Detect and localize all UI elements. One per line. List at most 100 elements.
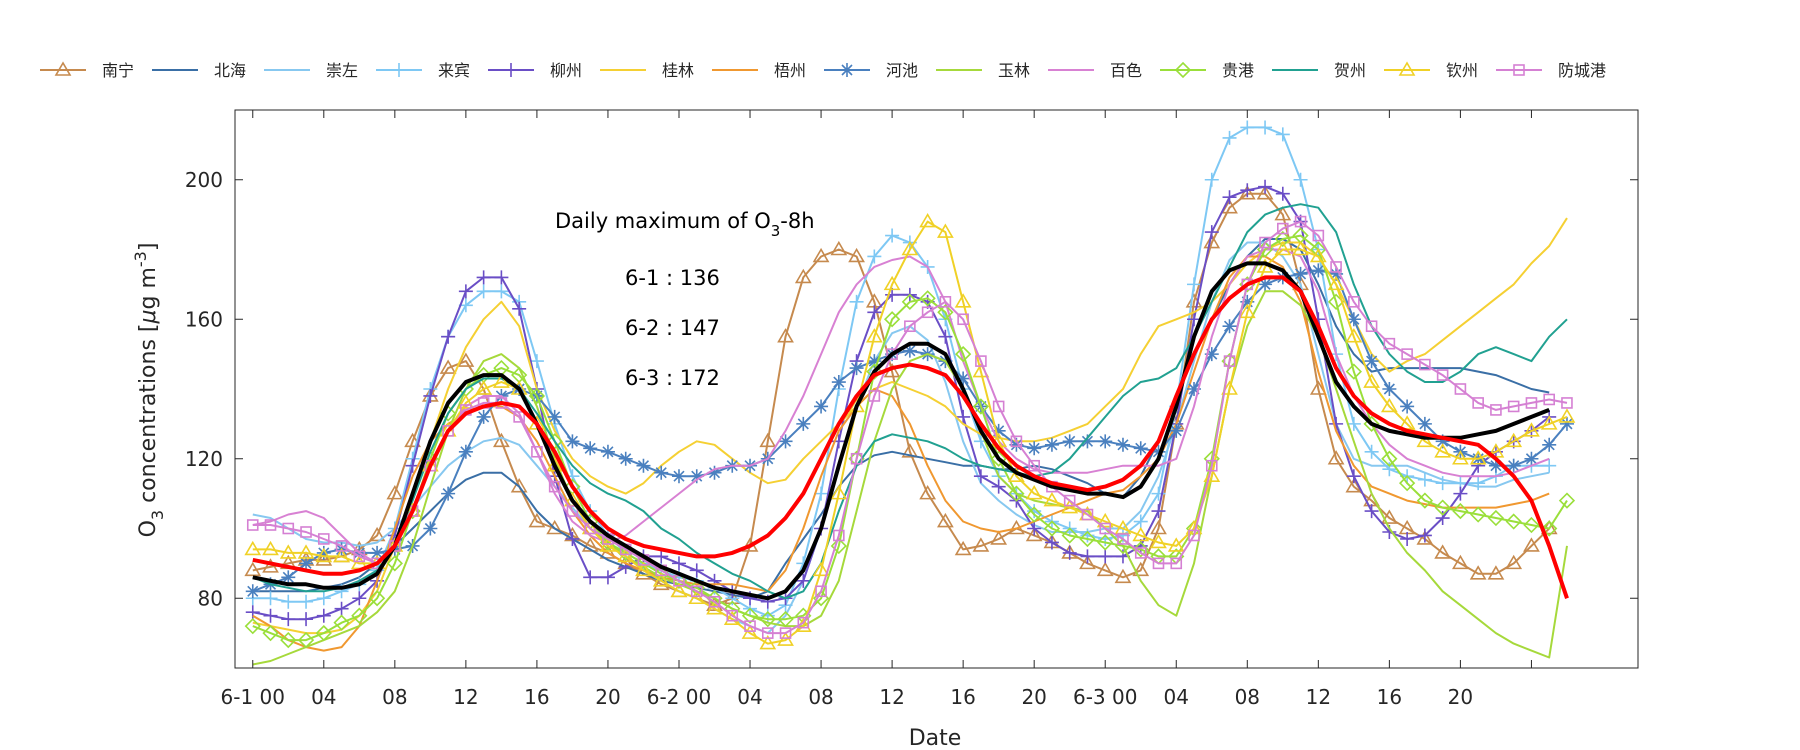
- series-line: [252, 238, 1550, 600]
- legend-entry: 防城港: [1496, 61, 1606, 80]
- data-point: [939, 296, 952, 308]
- data-point: [1169, 423, 1184, 438]
- x-tick-label: 08: [808, 685, 833, 709]
- data-point: [1203, 233, 1221, 249]
- data-point: [1115, 437, 1130, 452]
- data-point: [1309, 247, 1327, 263]
- data-point: [991, 479, 1006, 494]
- data-point: [708, 595, 721, 608]
- data-point: [1256, 185, 1274, 200]
- annotation-line-1: 6-1 : 136: [625, 266, 720, 290]
- x-tick-label: 08: [382, 685, 407, 709]
- x-axis-label: Date: [909, 726, 962, 750]
- data-point: [1043, 520, 1061, 537]
- plot-area-frame: [234, 109, 1639, 669]
- legend-marker: [1513, 64, 1525, 76]
- data-point: [1472, 397, 1484, 409]
- legend-entry: 来宾: [376, 61, 470, 80]
- data-point: [315, 624, 332, 642]
- data-point: [1222, 319, 1237, 334]
- data-point: [1096, 512, 1114, 528]
- x-tick-label: 6-1 00: [221, 685, 285, 709]
- data-point: [796, 573, 811, 588]
- data-point: [1435, 434, 1450, 449]
- data-point: [1204, 347, 1219, 362]
- data-point: [1187, 312, 1202, 327]
- x-tick-label: 08: [1235, 685, 1260, 709]
- data-point: [902, 343, 917, 358]
- data-point: [512, 301, 527, 316]
- data-point: [901, 443, 919, 458]
- legend: 南宁 北海 崇左 来宾 柳州 桂林 梧州 河池 玉林 百色 贵港 贺州 钦州 防城港: [40, 61, 1606, 80]
- data-point: [1380, 397, 1398, 413]
- data-point: [654, 549, 669, 564]
- data-point: [759, 432, 777, 448]
- data-point: [1275, 127, 1290, 142]
- data-point: [1240, 183, 1255, 198]
- data-point: [1506, 458, 1521, 473]
- data-point: [1487, 565, 1505, 580]
- data-point: [1133, 441, 1148, 456]
- data-point: [814, 399, 829, 414]
- data-point: [1345, 363, 1362, 380]
- legend-label: 崇左: [326, 61, 358, 80]
- data-point: [1292, 240, 1309, 256]
- legend-label: 北海: [214, 61, 246, 80]
- data-point: [1150, 519, 1167, 535]
- data-point: [1363, 373, 1381, 388]
- data-point: [1469, 450, 1487, 465]
- legend-label: 桂林: [662, 61, 694, 80]
- plot-series-group: [244, 120, 1576, 666]
- data-point: [777, 631, 794, 646]
- data-point: [901, 293, 918, 310]
- data-point: [759, 634, 777, 650]
- data-point: [1348, 296, 1360, 308]
- data-point: [688, 589, 706, 605]
- data-point: [1274, 230, 1291, 248]
- legend-entry: 北海: [152, 61, 246, 80]
- data-point: [1061, 527, 1078, 544]
- data-point: [1133, 514, 1148, 529]
- data-point: [689, 563, 704, 578]
- data-point: [1062, 545, 1077, 560]
- x-tick-label: 04: [737, 685, 762, 709]
- data-point: [565, 434, 580, 449]
- data-point: [707, 573, 722, 588]
- data-point: [316, 591, 331, 606]
- legend-entry: 玉林: [936, 61, 1030, 80]
- legend-label: 柳州: [550, 61, 582, 80]
- data-point: [244, 618, 261, 635]
- data-point: [1346, 312, 1361, 327]
- data-point: [865, 328, 883, 343]
- data-point: [246, 519, 259, 531]
- y-tick-label: 200: [185, 168, 223, 192]
- data-point: [565, 531, 580, 546]
- data-point: [937, 304, 954, 321]
- series-line: [252, 185, 1550, 621]
- data-point: [492, 373, 510, 388]
- data-point: [919, 485, 937, 500]
- data-point: [1240, 120, 1255, 135]
- data-point: [1026, 506, 1043, 523]
- data-point: [1365, 320, 1378, 333]
- series-桂林: [252, 217, 1568, 635]
- y-tick-label: 80: [198, 586, 223, 610]
- annotation-title: Daily maximum of O3-8h: [555, 209, 815, 240]
- data-point: [1400, 531, 1415, 546]
- data-point: [581, 537, 599, 552]
- data-point: [1453, 486, 1468, 501]
- legend-marker: [54, 61, 72, 76]
- data-point: [1505, 432, 1523, 448]
- data-point: [1151, 486, 1166, 501]
- data-point: [618, 451, 633, 466]
- data-point: [849, 294, 864, 309]
- data-point: [1452, 554, 1469, 570]
- data-point: [583, 441, 598, 456]
- data-point: [779, 627, 792, 639]
- data-point: [690, 585, 703, 598]
- data-point: [1435, 511, 1450, 526]
- legend-label: 玉林: [998, 61, 1030, 80]
- data-point: [1487, 509, 1505, 527]
- data-point: [1364, 354, 1379, 369]
- data-point: [831, 375, 846, 390]
